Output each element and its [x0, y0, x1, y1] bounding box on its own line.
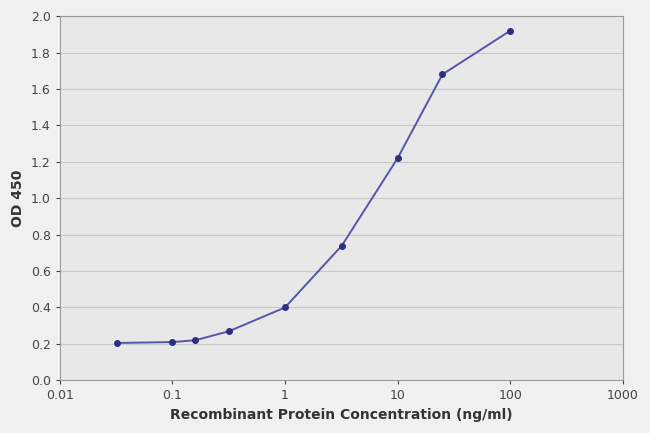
- X-axis label: Recombinant Protein Concentration (ng/ml): Recombinant Protein Concentration (ng/ml…: [170, 408, 513, 422]
- Y-axis label: OD 450: OD 450: [11, 170, 25, 227]
